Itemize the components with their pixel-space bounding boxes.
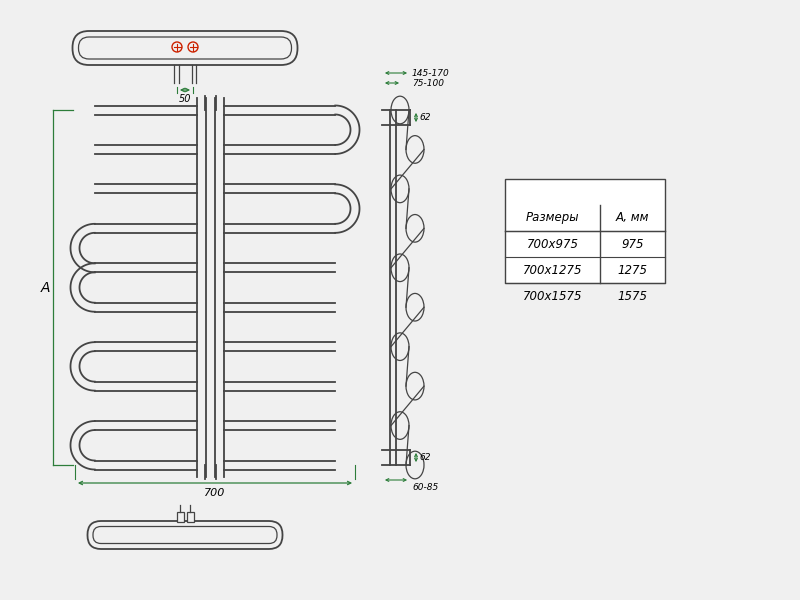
Ellipse shape [406, 373, 424, 400]
FancyBboxPatch shape [78, 37, 291, 59]
Text: 60-85: 60-85 [412, 483, 438, 492]
Ellipse shape [391, 412, 409, 439]
Text: 145-170: 145-170 [412, 68, 450, 77]
Ellipse shape [406, 451, 424, 479]
Bar [177, 512, 183, 522]
Ellipse shape [406, 136, 424, 163]
Ellipse shape [391, 333, 409, 361]
Text: 62: 62 [419, 113, 430, 122]
Text: 50: 50 [178, 94, 191, 104]
Ellipse shape [391, 175, 409, 203]
Bar [186, 512, 194, 522]
Text: A, мм: A, мм [616, 211, 650, 224]
Text: A: A [40, 280, 50, 295]
Text: 62: 62 [419, 453, 430, 462]
Ellipse shape [391, 254, 409, 281]
Ellipse shape [406, 215, 424, 242]
FancyBboxPatch shape [93, 527, 277, 544]
Ellipse shape [391, 96, 409, 124]
FancyBboxPatch shape [87, 521, 282, 549]
Text: 1275: 1275 [618, 263, 647, 277]
Text: 75-100: 75-100 [412, 79, 444, 88]
Bar [505, 179, 665, 283]
Text: 975: 975 [622, 238, 644, 251]
Text: 700: 700 [204, 488, 226, 498]
Text: 700х1275: 700х1275 [522, 263, 582, 277]
Text: 1575: 1575 [618, 289, 647, 302]
Text: 700х975: 700х975 [526, 238, 578, 251]
FancyBboxPatch shape [73, 31, 298, 65]
Text: 700х1575: 700х1575 [522, 289, 582, 302]
Text: Размеры: Размеры [526, 211, 579, 224]
Ellipse shape [406, 293, 424, 321]
